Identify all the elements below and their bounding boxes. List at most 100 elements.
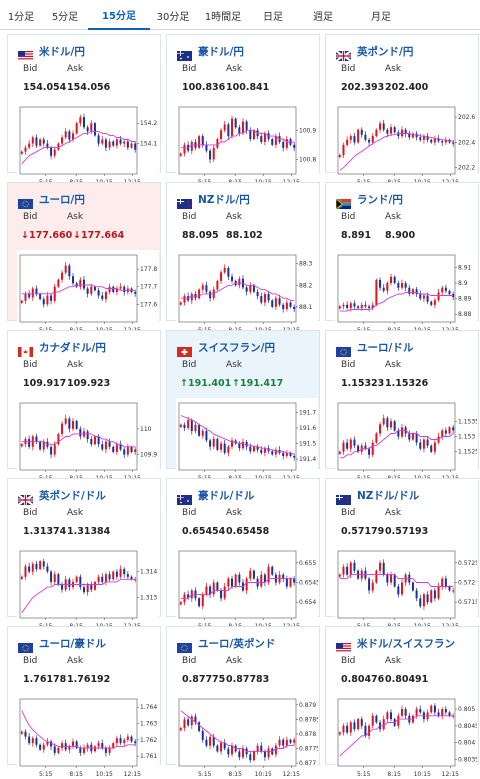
card-title[interactable]: 豪ドル/円: [177, 44, 244, 58]
gb-flag-icon: [18, 490, 33, 500]
y-tick-label: 0.655: [299, 560, 316, 567]
card-title[interactable]: NZドル/ドル: [336, 488, 419, 502]
x-tick-label: 8:15: [387, 771, 401, 778]
eu-flag-icon: [18, 638, 33, 648]
card-title[interactable]: ユーロ/円: [18, 192, 85, 206]
card-title[interactable]: NZドル/円: [177, 192, 250, 206]
card-title[interactable]: スイスフラン/円: [177, 340, 275, 354]
candle: [109, 142, 111, 148]
pair-name[interactable]: 英ポンド/ドル: [39, 488, 106, 503]
pair-name[interactable]: ランド/円: [357, 192, 403, 207]
pair-name[interactable]: ユーロ/円: [39, 192, 85, 207]
tab-1[interactable]: 5分足: [42, 0, 88, 30]
tab-0[interactable]: 1分足: [0, 0, 42, 30]
bid-value: 0.80476: [341, 674, 384, 685]
gb-flag-icon: [336, 46, 351, 56]
pair-name[interactable]: 米ドル/スイスフラン: [357, 636, 455, 651]
candle: [438, 586, 440, 598]
pair-name[interactable]: 豪ドル/円: [198, 44, 244, 59]
pair-name[interactable]: 豪ドル/ドル: [198, 488, 254, 503]
pair-name[interactable]: カナダドル/円: [39, 340, 106, 355]
candle: [339, 452, 341, 454]
candle: [434, 300, 436, 305]
candle: [293, 307, 295, 309]
candle: [445, 288, 447, 291]
bid-label: Bid: [23, 360, 37, 370]
tab-3[interactable]: 30分足: [150, 0, 196, 30]
tab-5[interactable]: 日足: [250, 0, 296, 30]
candle: [372, 136, 374, 142]
ask-label: Ask: [67, 212, 83, 222]
candle: [72, 133, 74, 139]
candle: [90, 585, 92, 590]
pair-name[interactable]: NZドル/ドル: [357, 488, 419, 503]
candle: [216, 139, 218, 148]
card-title[interactable]: 豪ドル/ドル: [177, 488, 254, 502]
candle: [101, 743, 103, 748]
candle: [79, 748, 81, 753]
candle: [220, 272, 222, 281]
pair-name[interactable]: ユーロ/ドル: [357, 340, 413, 355]
pair-name[interactable]: ユーロ/豪ドル: [39, 636, 106, 651]
pair-name[interactable]: 米ドル/円: [39, 44, 85, 59]
card-title[interactable]: 英ポンド/円: [336, 44, 413, 58]
card-title[interactable]: ユーロ/英ポンド: [177, 636, 275, 650]
tab-4[interactable]: 1時間足: [196, 0, 250, 30]
rate-card[interactable]: スイスフラン/円 Bid Ask ↑191.401 ↑191.417 191.7…: [166, 330, 320, 469]
pair-name[interactable]: NZドル/円: [198, 192, 250, 207]
rate-card[interactable]: 米ドル/スイスフラン Bid Ask 0.80476 0.80491 0.805…: [325, 626, 479, 765]
card-title[interactable]: ランド/円: [336, 192, 403, 206]
candle: [35, 289, 37, 294]
candle: [28, 566, 30, 571]
candle: [434, 443, 436, 452]
pair-name[interactable]: 英ポンド/円: [357, 44, 413, 59]
pair-name[interactable]: スイスフラン/円: [198, 340, 275, 355]
card-title[interactable]: 米ドル/円: [18, 44, 85, 58]
card-title[interactable]: ユーロ/豪ドル: [18, 636, 106, 650]
candle: [271, 451, 273, 454]
candle: [412, 583, 414, 591]
tab-7[interactable]: 月足: [350, 0, 412, 30]
pair-name[interactable]: ユーロ/英ポンド: [198, 636, 275, 651]
card-title[interactable]: カナダドル/円: [18, 340, 106, 354]
candle: [24, 148, 26, 152]
tab-6[interactable]: 週足: [296, 0, 350, 30]
candle: [180, 602, 182, 604]
candle: [46, 566, 48, 571]
x-tick-label: 12:15: [442, 771, 459, 778]
card-title[interactable]: 英ポンド/ドル: [18, 488, 106, 502]
card-title[interactable]: ユーロ/ドル: [336, 340, 413, 354]
candle: [54, 287, 56, 301]
tab-2[interactable]: 15分足: [88, 0, 150, 30]
card-title[interactable]: 米ドル/スイスフラン: [336, 636, 455, 650]
